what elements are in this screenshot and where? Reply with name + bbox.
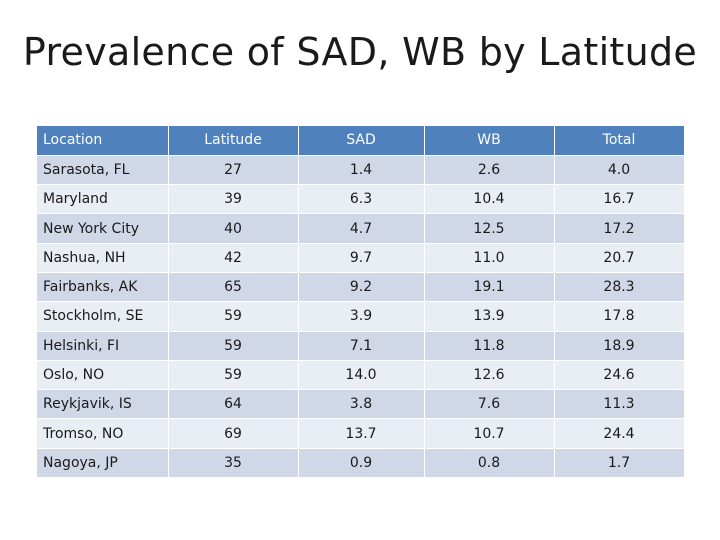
cell-total: 16.7 (554, 184, 685, 215)
table-header-row: Location Latitude SAD WB Total (37, 126, 685, 156)
cell-total: 17.8 (554, 301, 685, 332)
table-row: Helsinki, FI 59 7.1 11.8 18.9 (37, 331, 685, 361)
cell-wb: 10.4 (424, 184, 555, 215)
cell-location: Tromso, NO (37, 418, 169, 449)
header-wb: WB (424, 126, 555, 156)
cell-total: 20.7 (554, 243, 685, 273)
cell-latitude: 59 (168, 331, 299, 361)
cell-location: Nashua, NH (37, 243, 169, 273)
table-row: Nagoya, JP 35 0.9 0.8 1.7 (37, 448, 685, 479)
table-row: Fairbanks, AK 65 9.2 19.1 28.3 (37, 272, 685, 303)
cell-latitude: 59 (168, 301, 299, 332)
cell-latitude: 39 (168, 184, 299, 215)
cell-latitude: 64 (168, 389, 299, 420)
header-location: Location (37, 126, 169, 156)
cell-wb: 11.8 (424, 331, 555, 361)
cell-sad: 4.7 (298, 213, 425, 244)
cell-wb: 12.5 (424, 213, 555, 244)
cell-wb: 13.9 (424, 301, 555, 332)
cell-location: Fairbanks, AK (37, 272, 169, 303)
cell-wb: 2.6 (424, 155, 555, 186)
table-row: Tromso, NO 69 13.7 10.7 24.4 (37, 418, 685, 449)
cell-latitude: 35 (168, 448, 299, 479)
header-sad: SAD (298, 126, 425, 156)
latitude-table: Location Latitude SAD WB Total Sarasota,… (37, 126, 685, 479)
cell-latitude: 40 (168, 213, 299, 244)
cell-latitude: 65 (168, 272, 299, 303)
cell-location: Sarasota, FL (37, 155, 169, 186)
cell-sad: 1.4 (298, 155, 425, 186)
cell-location: Maryland (37, 184, 169, 215)
cell-latitude: 69 (168, 418, 299, 449)
cell-location: New York City (37, 213, 169, 244)
cell-sad: 14.0 (298, 360, 425, 391)
table-row: Oslo, NO 59 14.0 12.6 24.6 (37, 360, 685, 391)
cell-location: Oslo, NO (37, 360, 169, 391)
header-latitude: Latitude (168, 126, 299, 156)
cell-sad: 6.3 (298, 184, 425, 215)
table-row: Nashua, NH 42 9.7 11.0 20.7 (37, 243, 685, 273)
cell-wb: 0.8 (424, 448, 555, 479)
cell-sad: 9.2 (298, 272, 425, 303)
cell-wb: 7.6 (424, 389, 555, 420)
cell-location: Nagoya, JP (37, 448, 169, 479)
table-row: Sarasota, FL 27 1.4 2.6 4.0 (37, 155, 685, 186)
cell-total: 24.4 (554, 418, 685, 449)
cell-wb: 11.0 (424, 243, 555, 273)
cell-total: 24.6 (554, 360, 685, 391)
cell-location: Helsinki, FI (37, 331, 169, 361)
cell-latitude: 42 (168, 243, 299, 273)
header-total: Total (554, 126, 685, 156)
cell-location: Reykjavik, IS (37, 389, 169, 420)
cell-wb: 19.1 (424, 272, 555, 303)
cell-sad: 3.9 (298, 301, 425, 332)
cell-total: 11.3 (554, 389, 685, 420)
cell-total: 18.9 (554, 331, 685, 361)
table-body: Sarasota, FL 27 1.4 2.6 4.0 Maryland 39 6.3 10.4… (37, 155, 685, 479)
cell-wb: 10.7 (424, 418, 555, 449)
cell-sad: 3.8 (298, 389, 425, 420)
cell-total: 1.7 (554, 448, 685, 479)
cell-latitude: 59 (168, 360, 299, 391)
cell-total: 17.2 (554, 213, 685, 244)
slide-title: Prevalence of SAD, WB by Latitude (22, 30, 698, 74)
cell-sad: 7.1 (298, 331, 425, 361)
cell-total: 4.0 (554, 155, 685, 186)
cell-latitude: 27 (168, 155, 299, 186)
table-row: Maryland 39 6.3 10.4 16.7 (37, 184, 685, 215)
cell-location: Stockholm, SE (37, 301, 169, 332)
cell-wb: 12.6 (424, 360, 555, 391)
table-row: Stockholm, SE 59 3.9 13.9 17.8 (37, 301, 685, 332)
table-row: New York City 40 4.7 12.5 17.2 (37, 213, 685, 244)
table-row: Reykjavik, IS 64 3.8 7.6 11.3 (37, 389, 685, 420)
cell-sad: 9.7 (298, 243, 425, 273)
cell-sad: 13.7 (298, 418, 425, 449)
cell-total: 28.3 (554, 272, 685, 303)
cell-sad: 0.9 (298, 448, 425, 479)
